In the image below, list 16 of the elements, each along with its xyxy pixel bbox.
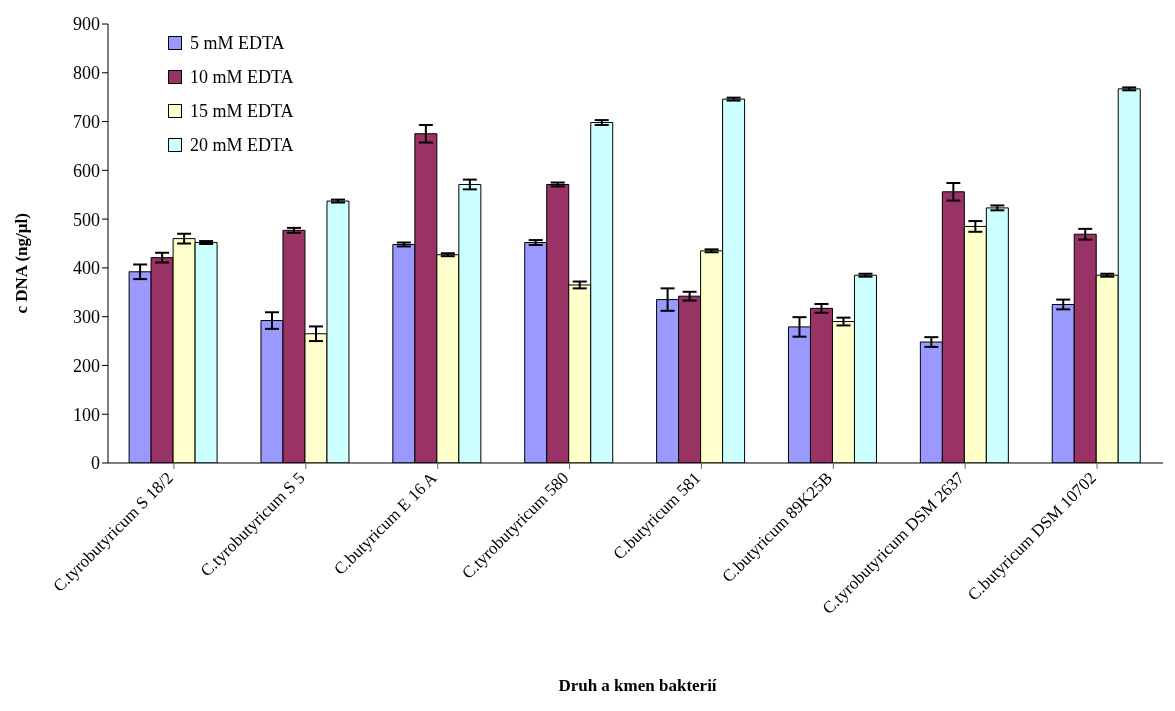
y-tick-label: 700 [73,111,100,132]
legend-label: 10 mM EDTA [190,66,294,89]
y-tick-label: 400 [73,258,100,279]
legend-label: 5 mM EDTA [190,32,285,55]
y-tick-label: 800 [73,63,100,84]
y-tick-label: 900 [73,14,100,35]
y-tick-label: 300 [73,307,100,328]
y-axis-title: c DNA (ng/µl) [12,213,32,314]
y-tick-label: 500 [73,209,100,230]
x-axis-title: Druh a kmen bakterií [557,676,718,696]
legend-label: 15 mM EDTA [190,100,294,123]
legend-label: 20 mM EDTA [190,134,294,157]
y-tick-label: 0 [91,453,100,474]
y-tick-label: 200 [73,355,100,376]
y-tick-label: 600 [73,160,100,181]
y-tick-label: 100 [73,404,100,425]
